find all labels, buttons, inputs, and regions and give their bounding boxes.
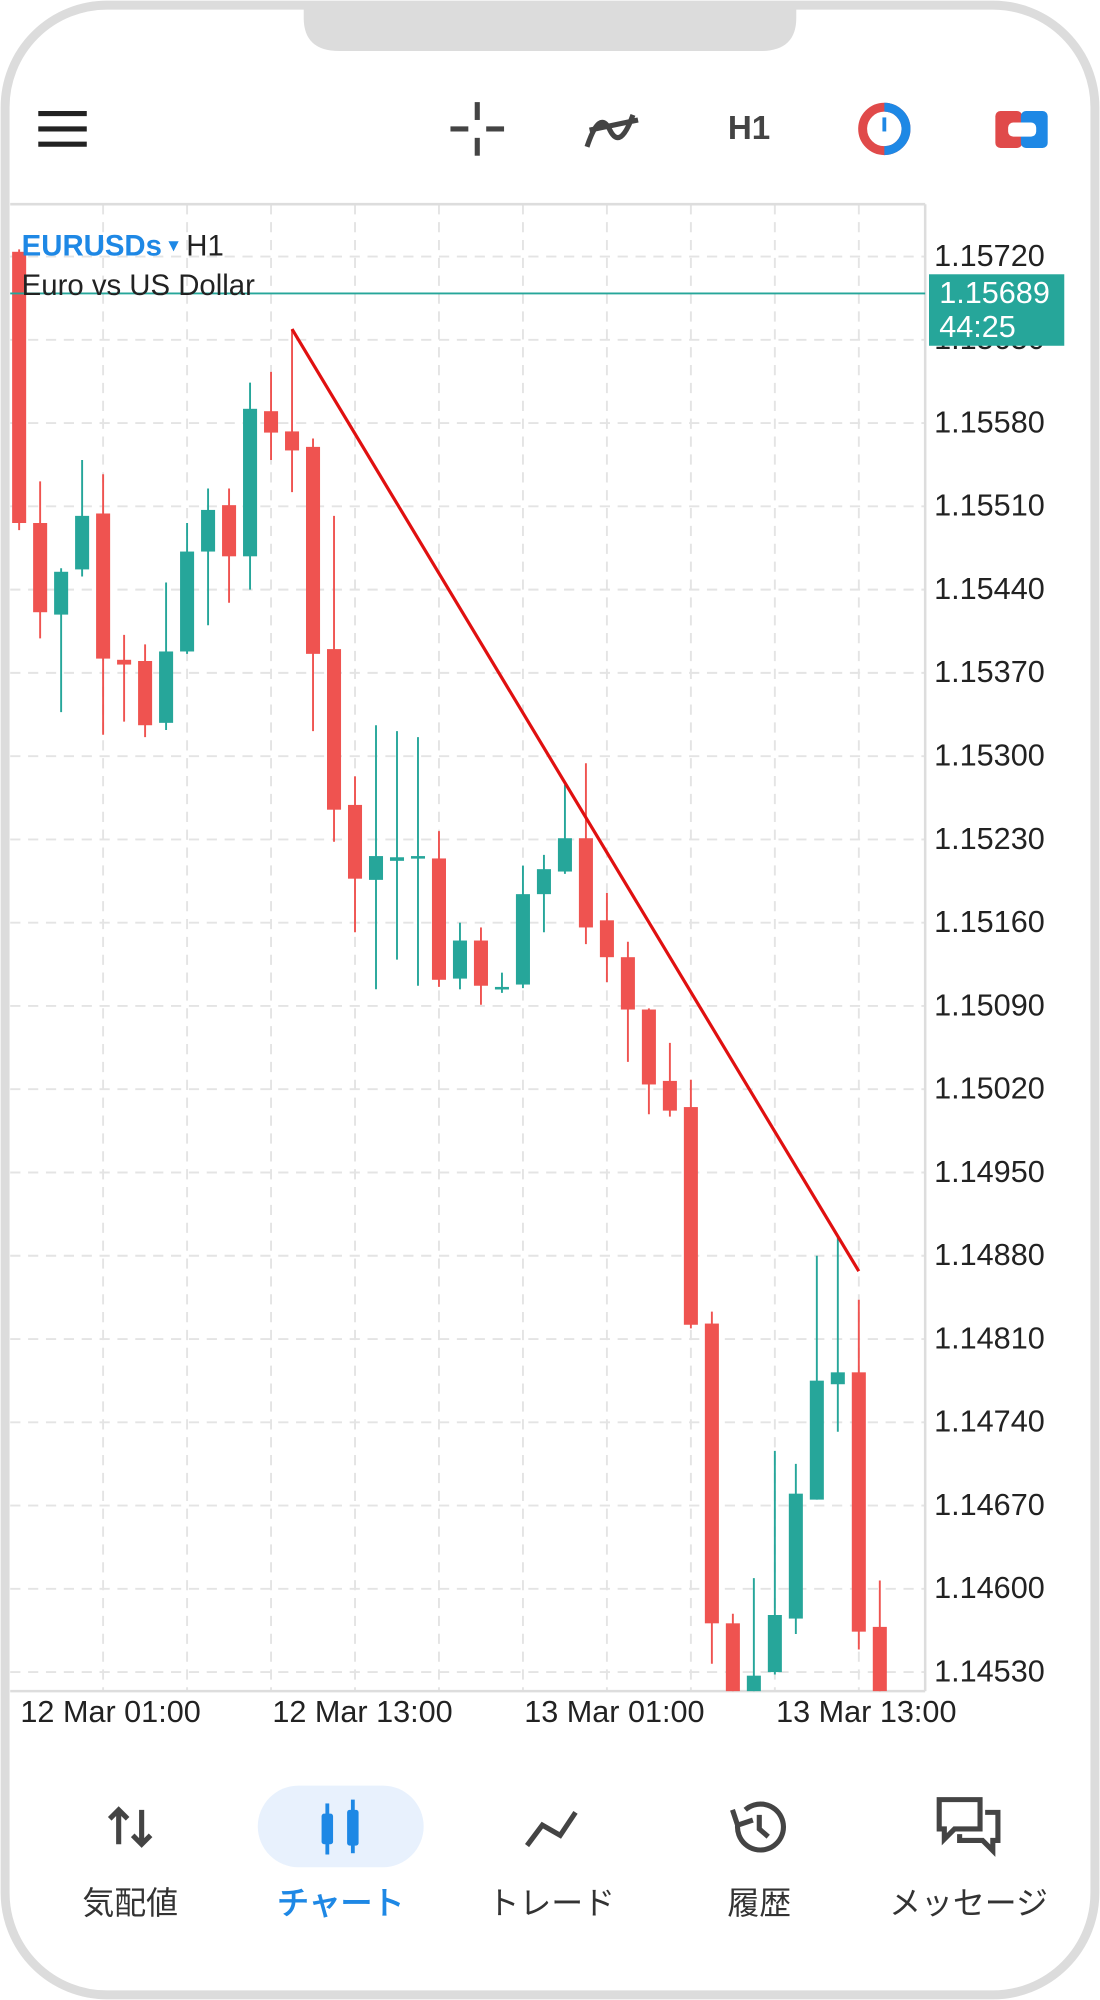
candle-body [767, 1614, 782, 1673]
candles [12, 249, 887, 1692]
y-tick-label: 1.15510 [934, 489, 1045, 523]
candle-body [473, 940, 488, 986]
last-price-box [929, 274, 1065, 346]
chart-icon[interactable] [321, 1799, 359, 1855]
candle-body [368, 856, 384, 880]
crosshair-button[interactable] [450, 102, 505, 156]
y-tick-label: 1.15370 [934, 655, 1045, 689]
candle-body [117, 659, 132, 665]
candle-body [599, 920, 614, 958]
quotes-icon[interactable] [107, 1806, 153, 1848]
notch [303, 5, 797, 52]
candle-body [431, 858, 446, 980]
y-tick-label: 1.14810 [934, 1321, 1045, 1355]
candle-body [201, 509, 216, 552]
candle-body [285, 431, 300, 451]
last-price-label: 1.15689 [939, 276, 1050, 310]
candle-body [222, 505, 237, 557]
chart: 1.157201.156501.155801.155101.154401.153… [10, 202, 1065, 1729]
symbol[interactable]: EURUSDs [22, 229, 162, 262]
candle-body [557, 838, 572, 872]
candle-body [578, 838, 593, 928]
candle-body [704, 1323, 719, 1624]
candle-body [96, 513, 111, 659]
candle-body [746, 1675, 761, 1692]
symbol-dropdown[interactable] [168, 241, 179, 252]
candle-body [33, 523, 48, 613]
clock-button[interactable] [858, 102, 911, 156]
candle-body [243, 408, 258, 557]
y-tick-label: 1.15230 [934, 822, 1045, 856]
nav-label[interactable]: トレード [488, 1885, 616, 1921]
x-tick-label: 12 Mar 01:00 [20, 1695, 200, 1729]
indicator-button[interactable] [584, 114, 639, 148]
candle-body [851, 1372, 866, 1632]
y-tick-label: 1.15720 [934, 239, 1045, 273]
candle-body [620, 957, 635, 1010]
candle-body [327, 649, 342, 810]
color-button[interactable] [995, 111, 1048, 149]
chart-timeframe: H1 [186, 229, 224, 262]
y-tick-label: 1.15160 [934, 905, 1045, 939]
x-tick-label: 13 Mar 13:00 [776, 1695, 956, 1729]
y-tick-label: 1.15580 [934, 405, 1045, 439]
candle-body [788, 1493, 803, 1619]
messages-icon[interactable] [936, 1797, 1001, 1857]
candle-body [515, 894, 530, 985]
candle-body [536, 869, 551, 895]
y-tick-label: 1.15300 [934, 739, 1045, 773]
timeframe-button[interactable]: H1 [728, 110, 770, 147]
y-tick-label: 1.15090 [934, 988, 1045, 1022]
candle-body [494, 986, 509, 990]
candle-body [180, 551, 195, 652]
nav-label[interactable]: 気配値 [82, 1885, 178, 1921]
symbol-description: Euro vs US Dollar [22, 269, 255, 302]
candle-body [641, 1009, 656, 1085]
trade-icon[interactable] [524, 1810, 578, 1848]
candle-body [410, 856, 426, 859]
y-tick-label: 1.14740 [934, 1405, 1045, 1439]
x-tick-label: 13 Mar 01:00 [524, 1695, 704, 1729]
candle-body [725, 1623, 740, 1692]
candle-body [159, 651, 174, 723]
candle-body [662, 1080, 677, 1111]
candle-body [264, 411, 279, 433]
candle-body [12, 251, 27, 524]
menu-button[interactable] [38, 111, 87, 147]
y-tick-label: 1.14880 [934, 1238, 1045, 1272]
nav-label[interactable]: チャート [277, 1885, 404, 1921]
y-tick-label: 1.15440 [934, 572, 1045, 606]
candle-body [54, 571, 69, 615]
candle-body [347, 804, 363, 879]
y-tick-label: 1.14600 [934, 1571, 1045, 1605]
x-tick-label: 12 Mar 13:00 [272, 1695, 452, 1729]
y-tick-label: 1.14670 [934, 1488, 1045, 1522]
candle-body [809, 1380, 824, 1500]
y-tick-label: 1.14950 [934, 1155, 1045, 1189]
candle-body [138, 660, 153, 726]
candle-body [75, 515, 90, 570]
y-tick-label: 1.15020 [934, 1072, 1045, 1106]
y-tick-label: 1.14530 [934, 1654, 1045, 1688]
candle-body [452, 940, 467, 979]
candle-body [872, 1626, 887, 1692]
history-icon[interactable] [730, 1801, 786, 1853]
nav-label[interactable]: メッセージ [889, 1885, 1048, 1921]
candle-body [830, 1372, 845, 1385]
candle-body [683, 1107, 698, 1325]
active-tab-pill [257, 1785, 424, 1868]
candle-body [389, 857, 405, 861]
candle-body [306, 446, 321, 654]
nav-label[interactable]: 履歴 [727, 1885, 791, 1921]
countdown-label: 44:25 [939, 310, 1016, 344]
trendline [290, 328, 861, 1273]
